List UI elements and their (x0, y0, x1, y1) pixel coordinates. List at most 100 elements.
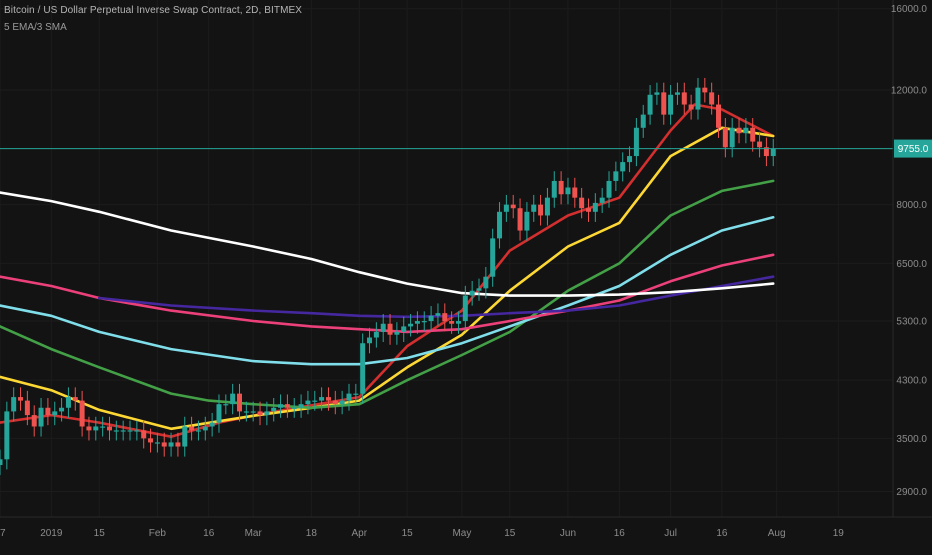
candle-body (469, 290, 475, 296)
candle-body (373, 331, 379, 338)
time-axis[interactable]: 17 2019 15 Feb 16 Mar 18 Apr 15 May 15 Jun 16 Jul 16 Au… (0, 528, 844, 539)
y-tick-label: 16000.0 (891, 4, 928, 15)
candle-body (59, 407, 65, 412)
candle-body (716, 104, 722, 128)
candle-body (319, 397, 325, 401)
moving-average-line (0, 103, 775, 439)
candle-body (175, 442, 181, 447)
candle-body (579, 197, 585, 209)
candle-body (154, 442, 160, 444)
x-tick-label: 17 (0, 528, 6, 539)
x-tick-label: Feb (149, 528, 167, 539)
current-price-label: 9755.0 (894, 139, 932, 158)
candle-body (298, 404, 304, 408)
moving-average-line (0, 216, 775, 366)
candle-body (38, 407, 44, 427)
candle-body (640, 114, 646, 128)
current-price-value: 9755.0 (898, 144, 929, 155)
candle-body (606, 180, 612, 198)
x-tick-label: Mar (245, 528, 263, 539)
candle-body (291, 407, 297, 409)
candle-body (709, 92, 715, 105)
candle-body (483, 276, 489, 289)
moving-average-line (0, 126, 775, 431)
candle-body (743, 127, 749, 134)
candle-body (510, 204, 516, 209)
candle-body (264, 411, 270, 416)
x-tick-label: 15 (402, 528, 414, 539)
candle-body (428, 315, 434, 322)
candle-body (380, 323, 386, 332)
candle-body (503, 204, 509, 212)
candle-body (421, 321, 427, 323)
candle-body (387, 323, 393, 335)
candle-body (681, 92, 687, 105)
x-tick-label: 18 (306, 528, 318, 539)
x-tick-label: Jul (664, 528, 677, 539)
candle-body (216, 404, 222, 423)
candle-body (414, 321, 420, 324)
candle-body (497, 211, 503, 239)
candle-body (148, 438, 154, 443)
candle-body (531, 204, 537, 212)
candle-body (284, 404, 290, 408)
candle-body (86, 426, 92, 431)
candle-body (189, 426, 195, 431)
y-tick-label: 3500.0 (896, 434, 927, 445)
candle-body (633, 127, 639, 157)
symbol-title: Bitcoin / US Dollar Perpetual Inverse Sw… (4, 5, 303, 16)
moving-averages (0, 103, 775, 439)
candle-body (100, 426, 106, 428)
candle-body (72, 397, 78, 401)
candle-body (243, 411, 249, 413)
candle-body (79, 400, 85, 427)
y-tick-label: 8000.0 (896, 200, 927, 211)
candle-body (654, 92, 660, 95)
candle-body (4, 411, 10, 460)
candle-body (312, 400, 318, 402)
candle-body (736, 127, 742, 134)
candle-body (195, 430, 201, 432)
candle-body (250, 411, 256, 413)
candle-body (517, 208, 523, 231)
candles (0, 77, 776, 476)
candle-body (237, 393, 243, 412)
x-tick-label: 16 (716, 528, 728, 539)
price-axis[interactable]: 16000.0 12000.0 8000.0 6500.0 5300.0 4300.0 35… (891, 4, 928, 498)
x-tick-label: 15 (94, 528, 106, 539)
candle-body (702, 87, 708, 93)
candle-body (360, 343, 366, 394)
candle-body (202, 426, 208, 431)
y-tick-label: 4300.0 (896, 376, 927, 387)
candle-body (93, 426, 99, 431)
candle-body (695, 87, 701, 110)
candle-body (52, 411, 58, 416)
candle-body (339, 400, 345, 405)
candle-body (18, 397, 24, 401)
candle-body (674, 92, 680, 95)
x-tick-label: 19 (833, 528, 845, 539)
candle-body (182, 426, 188, 447)
y-tick-label: 2900.0 (896, 487, 927, 498)
candle-body (11, 397, 17, 412)
candle-body (763, 147, 769, 157)
x-tick-label: Apr (351, 528, 367, 539)
candle-body (538, 204, 544, 216)
indicator-label[interactable]: 5 EMA/3 SMA (4, 22, 67, 33)
y-tick-label: 5300.0 (896, 317, 927, 328)
candle-body (524, 211, 530, 231)
candle-body (134, 430, 140, 432)
candle-body (722, 127, 728, 148)
candle-body (168, 442, 174, 447)
moving-average-line (0, 191, 775, 297)
candle-body (332, 400, 338, 405)
candle-body (127, 430, 133, 432)
candle-body (106, 426, 112, 431)
candle-body (271, 407, 277, 412)
candle-body (65, 397, 71, 408)
x-tick-label: 2019 (40, 528, 63, 539)
candle-body (223, 404, 229, 406)
candle-body (401, 326, 407, 332)
